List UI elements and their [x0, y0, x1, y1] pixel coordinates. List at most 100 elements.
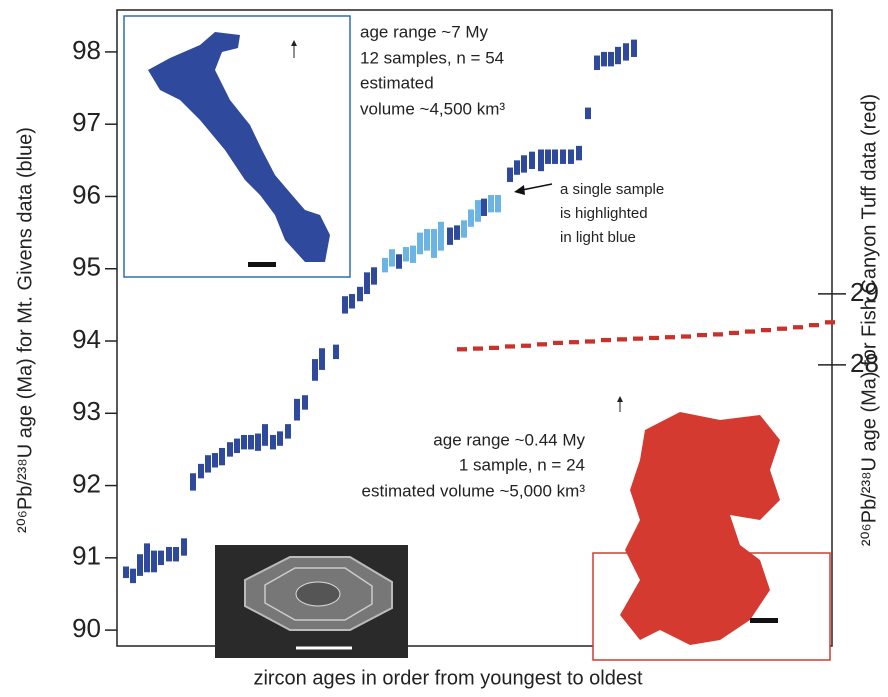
error-bar	[507, 168, 513, 182]
annotation: age range ~7 My	[360, 22, 489, 41]
error-bar	[777, 327, 787, 331]
error-bar	[825, 320, 835, 324]
error-bar	[371, 267, 377, 284]
error-bar	[473, 346, 483, 350]
annotation: volume ~4,500 km³	[360, 99, 505, 118]
error-bar	[227, 442, 233, 456]
scale-bar	[248, 262, 276, 267]
y-tick-label: 90	[72, 613, 101, 643]
error-bar	[173, 547, 179, 561]
y2-tick-label: 29	[850, 277, 879, 307]
error-bar	[212, 453, 218, 467]
error-bar	[151, 551, 157, 573]
error-bar	[319, 348, 325, 370]
annotation: in light blue	[560, 229, 636, 246]
error-bar	[454, 225, 460, 239]
error-bar	[342, 296, 348, 313]
y2-tick-label: 28	[850, 348, 879, 378]
zircon-inset	[215, 545, 408, 658]
error-bar	[389, 249, 395, 266]
error-bar	[234, 439, 240, 453]
y-tick-label: 91	[72, 541, 101, 571]
error-bar	[447, 228, 453, 245]
error-bar	[537, 342, 547, 346]
error-bar	[545, 149, 551, 163]
error-bar	[631, 40, 637, 57]
error-bar	[270, 435, 276, 449]
y-tick-label: 98	[72, 35, 101, 65]
annotation: 12 samples, n = 54	[360, 48, 504, 67]
error-bar	[294, 399, 300, 421]
y-tick-label: 96	[72, 179, 101, 209]
error-bar	[130, 569, 136, 583]
annotation-arrowhead	[514, 185, 525, 195]
error-bar	[489, 346, 499, 350]
error-bar	[410, 246, 416, 263]
y-tick-label: 93	[72, 396, 101, 426]
error-bar	[488, 195, 494, 212]
error-bar	[166, 547, 172, 561]
error-bar	[431, 229, 437, 258]
scale-bar	[750, 618, 778, 623]
error-bar	[761, 328, 771, 332]
zircon-core	[296, 582, 340, 606]
error-bar	[255, 434, 261, 451]
error-bar	[615, 47, 621, 64]
error-bar	[521, 155, 527, 172]
error-bar	[357, 287, 363, 301]
error-bar	[521, 344, 531, 348]
error-bar	[529, 152, 535, 169]
error-bar	[594, 56, 600, 70]
error-bar	[137, 554, 143, 576]
error-bar	[457, 347, 467, 351]
error-bar	[729, 331, 739, 335]
error-bar	[793, 325, 803, 329]
x-axis-label: zircon ages in order from youngest to ol…	[253, 667, 643, 689]
annotation: 1 sample, n = 24	[459, 455, 585, 474]
error-bar	[382, 258, 388, 272]
error-bar	[403, 247, 409, 261]
error-bar	[205, 455, 211, 472]
error-bar	[468, 209, 474, 226]
error-bar	[623, 43, 629, 60]
error-bar	[617, 337, 627, 341]
error-bar	[333, 345, 339, 359]
error-bar	[601, 52, 607, 66]
y-tick-label: 97	[72, 107, 101, 137]
error-bar	[262, 424, 268, 446]
error-bar	[809, 323, 819, 327]
error-bar	[538, 149, 544, 171]
error-bar	[417, 233, 423, 255]
error-bar	[461, 220, 467, 237]
error-bar	[438, 222, 444, 251]
error-bar	[569, 340, 579, 344]
error-bar	[123, 567, 129, 579]
error-bar	[481, 199, 487, 216]
error-bar	[181, 538, 187, 555]
error-bar	[560, 149, 566, 163]
error-bar	[424, 229, 430, 251]
error-bar	[608, 52, 614, 66]
error-bar	[745, 329, 755, 333]
y-tick-label: 94	[72, 324, 101, 354]
annotation: a single sample	[560, 181, 664, 198]
annotation: age range ~0.44 My	[433, 430, 585, 449]
y-tick-label: 92	[72, 468, 101, 498]
error-bar	[364, 272, 370, 294]
error-bar	[568, 149, 574, 163]
annotation: estimated volume ~5,000 km³	[362, 481, 586, 500]
y2-axis-label: ²⁰⁶Pb/²³⁸U age (Ma) for Fish Canyon Tuff…	[858, 94, 880, 546]
y-tick-label: 95	[72, 252, 101, 282]
north-arrowhead	[617, 396, 623, 402]
error-bar	[697, 333, 707, 337]
error-bar	[396, 254, 402, 268]
error-bar	[585, 339, 595, 343]
y-axis-label: ²⁰⁶Pb/²³⁸U age (Ma) for Mt. Givens data …	[14, 127, 36, 533]
error-bar	[144, 543, 150, 572]
garita-map	[620, 412, 780, 645]
error-bar	[552, 149, 558, 163]
garita-inset	[593, 396, 830, 660]
error-bar	[285, 424, 291, 438]
error-bar	[158, 551, 164, 565]
error-bar	[601, 338, 611, 342]
